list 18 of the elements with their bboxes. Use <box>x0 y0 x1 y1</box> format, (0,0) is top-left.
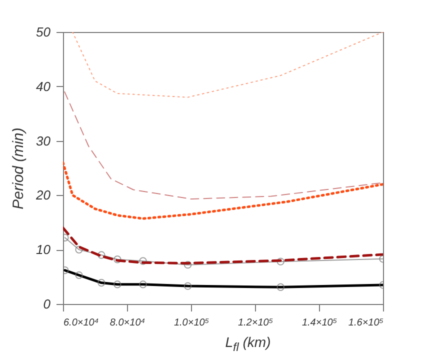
line-series <box>64 91 383 200</box>
y-tick-label: 40 <box>36 78 52 94</box>
x-tick-label: 8.0×10⁴ <box>110 318 146 328</box>
x-axis-title: L$_{fl}$ (km) <box>224 334 272 354</box>
line-series <box>63 226 383 264</box>
x-tick-label: 6.0×10⁴ <box>64 318 99 328</box>
y-tick-label: 30 <box>36 133 52 148</box>
y-tick-label: 0 <box>43 296 52 312</box>
x-tick-label: 1.0×10⁵ <box>174 318 210 328</box>
y-tick-label: 50 <box>36 24 52 40</box>
y-axis-title: Period (min) <box>10 128 28 210</box>
line-series <box>72 32 383 98</box>
x-tick-label: 1.4×10⁵ <box>302 318 338 328</box>
x-tick-label: 1.6×10⁵ <box>348 318 384 328</box>
y-tick-label: 20 <box>35 188 52 203</box>
y-tick-label: 10 <box>36 242 52 258</box>
line-series <box>63 161 383 220</box>
x-tick-label: 1.2×10⁵ <box>238 318 274 328</box>
